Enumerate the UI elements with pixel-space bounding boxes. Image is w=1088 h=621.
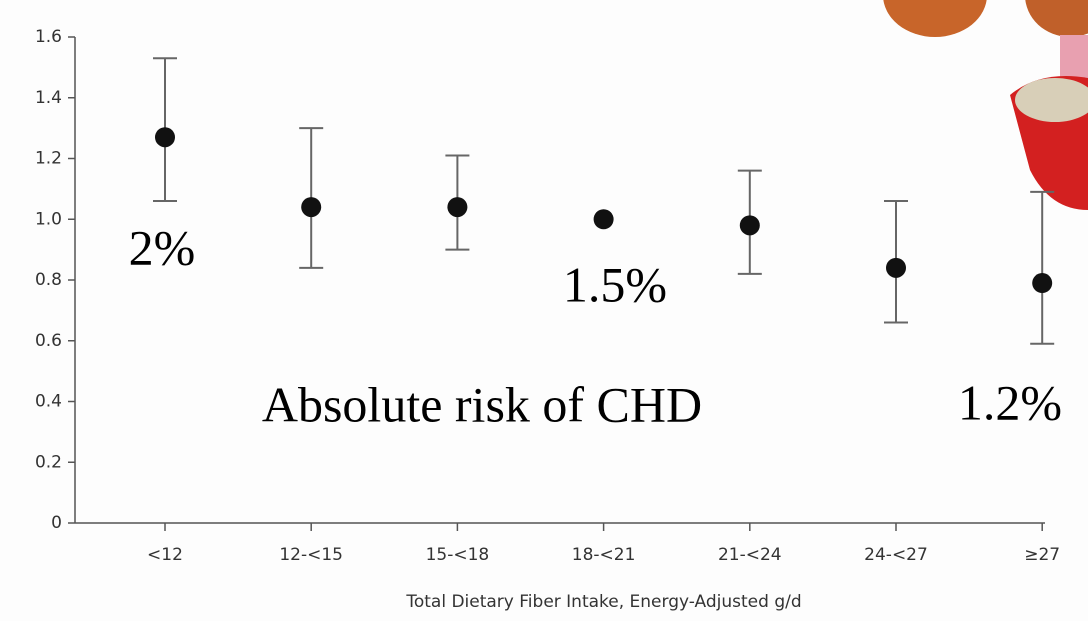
y-tick-label: 1.0 [35,209,62,229]
y-tick-label: 0.4 [35,392,62,412]
x-tick-label: 21-<24 [718,545,782,565]
x-tick-label: 15-<18 [426,545,490,565]
point [886,257,906,278]
x-tick-label: 12-<15 [279,545,343,565]
y-tick-label: 1.4 [35,88,62,108]
point [447,197,468,218]
x-tick-label: 18-<21 [572,545,636,565]
point [739,215,760,236]
y-tick-label: 0 [51,513,62,533]
x-axis-title: Total Dietary Fiber Intake, Energy-Adjus… [405,592,801,612]
point [155,127,175,148]
point [301,197,322,218]
annotation: 1.5% [563,256,667,312]
food-image [883,0,1088,210]
y-tick-label: 1.2 [35,149,62,169]
point [1032,273,1053,294]
y-tick-label: 1.6 [35,27,62,47]
annotation: 1.2% [958,374,1062,430]
annotation: 2% [129,219,196,275]
y-tick-label: 0.2 [35,452,62,472]
x-tick-label: <12 [147,545,183,565]
x-tick-label: 24-<27 [864,545,928,565]
x-tick-label: ≥27 [1024,545,1060,565]
y-tick-label: 0.6 [35,331,62,351]
point [593,209,614,230]
y-tick-label: 0.8 [35,270,62,290]
annotation: Absolute risk of CHD [262,376,702,432]
